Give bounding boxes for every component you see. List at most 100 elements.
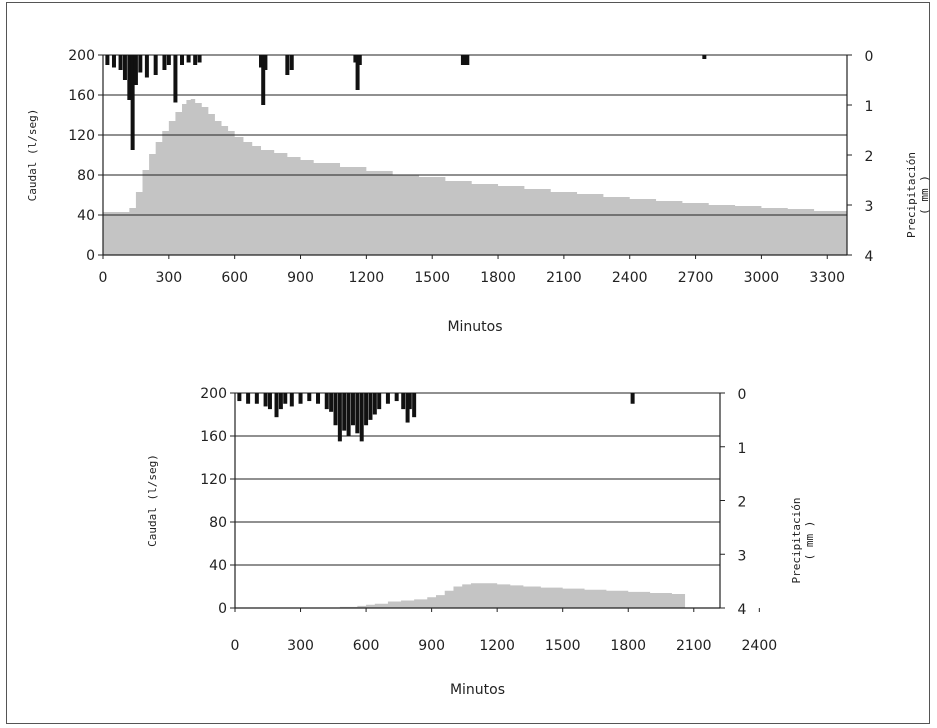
rain-bar bbox=[377, 393, 382, 410]
rain-bar bbox=[197, 55, 202, 63]
rain-bar bbox=[283, 393, 288, 404]
rain-bar bbox=[144, 55, 149, 78]
rain-bar bbox=[278, 393, 283, 410]
rain-bar bbox=[193, 55, 198, 65]
rain-bar bbox=[463, 55, 468, 65]
x-tick-label: 2400 bbox=[612, 270, 648, 286]
rain-bar bbox=[130, 55, 135, 150]
x-tick-label: 1500 bbox=[545, 638, 581, 654]
rain-bar bbox=[289, 393, 294, 407]
rain-bar bbox=[246, 393, 251, 404]
flow-area bbox=[235, 583, 686, 608]
rain-bar bbox=[263, 55, 268, 70]
rain-bar bbox=[405, 393, 410, 423]
x-tick-label: 1500 bbox=[414, 270, 450, 286]
rain-bar bbox=[153, 55, 158, 75]
x-tick-label: 1800 bbox=[480, 270, 516, 286]
rain-bar bbox=[289, 55, 294, 70]
rain-bar bbox=[412, 393, 417, 418]
rain-bar bbox=[630, 393, 635, 404]
rain-bar bbox=[385, 393, 390, 404]
rain-bar bbox=[186, 55, 191, 63]
y2-axis-unit: ( mm ) bbox=[918, 175, 931, 215]
x-axis-title: Minutos bbox=[447, 319, 502, 335]
y2-tick-label: 0 bbox=[865, 49, 874, 65]
rain-bar bbox=[274, 393, 279, 418]
y-tick-label: 0 bbox=[218, 601, 227, 617]
rain-bar bbox=[267, 393, 272, 410]
y2-tick-label: 3 bbox=[865, 199, 874, 215]
rain-bar bbox=[162, 55, 167, 70]
rain-bar bbox=[298, 393, 303, 404]
y-tick-label: 80 bbox=[77, 168, 95, 184]
x-tick-label: 1200 bbox=[349, 270, 385, 286]
y-axis-title: Caudal (l/seg) bbox=[146, 454, 159, 547]
x-tick-label: 600 bbox=[353, 638, 380, 654]
y-tick-label: 120 bbox=[200, 472, 227, 488]
x-tick-label: 1200 bbox=[479, 638, 515, 654]
rain-bar bbox=[355, 393, 360, 434]
rain-bar bbox=[350, 393, 355, 426]
y2-tick-label: 4 bbox=[865, 249, 874, 265]
rain-bar bbox=[111, 55, 116, 68]
y2-axis-title: Precipitación bbox=[905, 152, 918, 238]
y-axis-title: Caudal (l/seg) bbox=[26, 109, 39, 202]
rain-bar bbox=[355, 55, 360, 90]
x-tick-label: 2400 bbox=[742, 638, 778, 654]
x-tick-label: 1800 bbox=[610, 638, 646, 654]
rain-bar bbox=[105, 55, 110, 65]
y-tick-label: 40 bbox=[209, 558, 227, 574]
rain-bar bbox=[127, 55, 132, 100]
rain-bar bbox=[329, 393, 334, 412]
rain-bar bbox=[407, 393, 412, 410]
rain-bar bbox=[180, 55, 185, 65]
x-tick-label: 900 bbox=[418, 638, 445, 654]
y2-tick-label: 1 bbox=[738, 441, 747, 457]
y-tick-label: 120 bbox=[68, 128, 95, 144]
x-tick-label: 3300 bbox=[809, 270, 845, 286]
x-tick-label: 2700 bbox=[678, 270, 714, 286]
y-tick-label: 160 bbox=[68, 88, 95, 104]
rain-bar bbox=[357, 55, 362, 65]
y-tick-label: 160 bbox=[200, 429, 227, 445]
x-tick-label: 2100 bbox=[676, 638, 712, 654]
y-tick-label: 80 bbox=[209, 515, 227, 531]
rain-bar bbox=[133, 55, 138, 85]
rain-bar bbox=[173, 55, 178, 103]
rain-bar bbox=[359, 393, 364, 442]
flow-area bbox=[103, 99, 847, 255]
rain-bar bbox=[237, 393, 242, 402]
rain-bar bbox=[460, 55, 465, 65]
rain-bar bbox=[118, 55, 123, 70]
rain-bar bbox=[372, 393, 377, 415]
x-tick-label: 900 bbox=[287, 270, 314, 286]
rain-bar bbox=[465, 55, 470, 65]
rain-bar bbox=[342, 393, 347, 431]
y2-tick-label: 2 bbox=[865, 149, 874, 165]
x-tick-label: 600 bbox=[221, 270, 248, 286]
rain-bar bbox=[353, 55, 358, 63]
rain-bar bbox=[401, 393, 406, 410]
rain-bar bbox=[337, 393, 342, 442]
y2-axis-unit: ( mm ) bbox=[803, 521, 816, 561]
rain-bar bbox=[364, 393, 369, 426]
y2-tick-label: 4 bbox=[738, 602, 747, 618]
x-tick-label: 0 bbox=[99, 270, 108, 286]
y-tick-label: 200 bbox=[68, 48, 95, 64]
y2-tick-label: 3 bbox=[738, 548, 747, 564]
rain-bar bbox=[261, 55, 266, 105]
rain-bar bbox=[285, 55, 290, 75]
rain-bar bbox=[259, 55, 264, 68]
y2-tick-label: 0 bbox=[738, 387, 747, 403]
x-tick-label: 300 bbox=[287, 638, 314, 654]
y2-tick-label: 1 bbox=[865, 99, 874, 115]
x-tick-label: 2100 bbox=[546, 270, 582, 286]
rain-bar bbox=[394, 393, 399, 402]
rain-bar bbox=[307, 393, 312, 402]
rain-bar bbox=[324, 393, 329, 410]
y-tick-label: 200 bbox=[200, 386, 227, 402]
x-tick-label: 3000 bbox=[744, 270, 780, 286]
